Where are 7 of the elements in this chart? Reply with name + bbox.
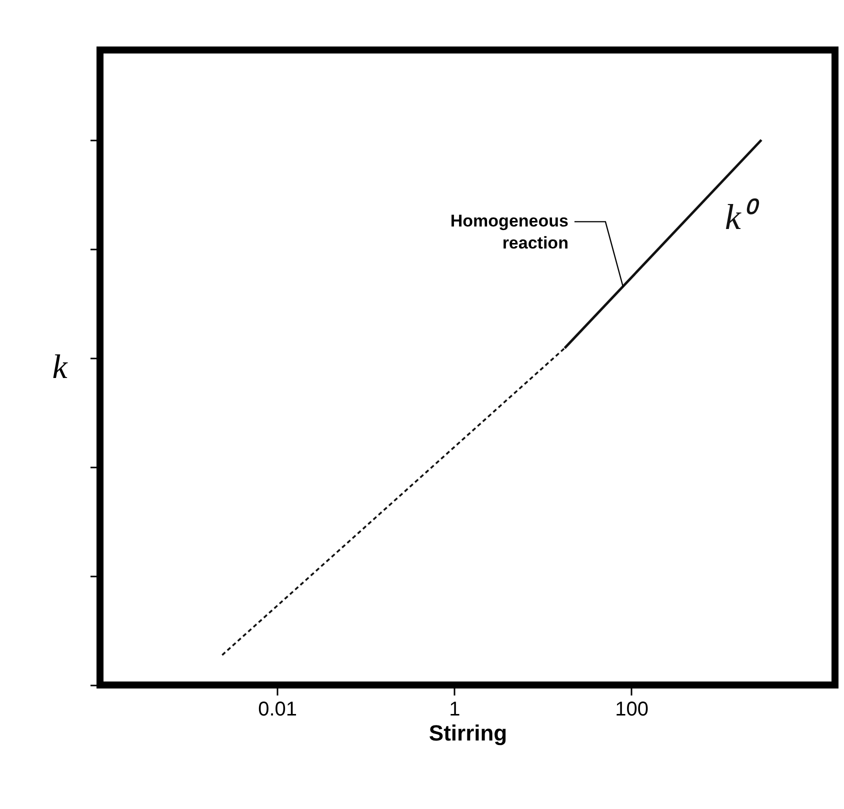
x-tick-label: 0.01	[258, 698, 298, 720]
annotation: Homogeneous reaction	[450, 212, 568, 253]
x-tick-label: 1	[449, 698, 460, 720]
series-label: k⁰	[724, 196, 760, 237]
x-axis-title: Stirring	[428, 720, 508, 746]
y-axis-title: k	[52, 349, 68, 386]
x-tick-label: 100	[615, 698, 648, 720]
